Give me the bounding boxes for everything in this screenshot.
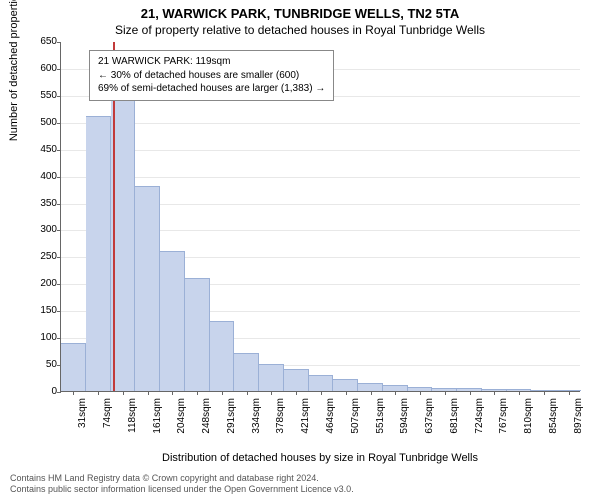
xtick-label: 161sqm	[152, 398, 163, 458]
xtick-label: 204sqm	[176, 398, 187, 458]
histogram-bar	[309, 375, 334, 391]
x-axis-label: Distribution of detached houses by size …	[60, 452, 580, 464]
ytick-mark	[57, 284, 61, 285]
histogram-bar	[234, 353, 259, 391]
xtick-label: 551sqm	[375, 398, 386, 458]
histogram-bar	[135, 186, 160, 391]
xtick-label: 248sqm	[201, 398, 212, 458]
footer-attribution: Contains HM Land Registry data © Crown c…	[10, 473, 354, 496]
gridline	[61, 177, 580, 178]
xtick-label: 118sqm	[127, 398, 138, 458]
xtick-label: 724sqm	[474, 398, 485, 458]
xtick-mark	[519, 391, 520, 395]
xtick-mark	[197, 391, 198, 395]
histogram-bar	[210, 321, 235, 391]
ytick-mark	[57, 69, 61, 70]
xtick-mark	[544, 391, 545, 395]
xtick-label: 74sqm	[102, 398, 113, 458]
plot-area: 0501001502002503003504004505005506006503…	[60, 42, 580, 392]
ytick-mark	[57, 123, 61, 124]
property-info-box: 21 WARWICK PARK: 119sqm← 30% of detached…	[89, 50, 334, 101]
ytick-label: 650	[19, 37, 57, 47]
xtick-label: 378sqm	[275, 398, 286, 458]
xtick-mark	[321, 391, 322, 395]
ytick-mark	[57, 338, 61, 339]
ytick-label: 200	[19, 279, 57, 289]
xtick-mark	[98, 391, 99, 395]
xtick-label: 421sqm	[300, 398, 311, 458]
ytick-mark	[57, 204, 61, 205]
xtick-label: 854sqm	[548, 398, 559, 458]
ytick-mark	[57, 177, 61, 178]
xtick-mark	[123, 391, 124, 395]
xtick-label: 897sqm	[573, 398, 584, 458]
ytick-label: 600	[19, 64, 57, 74]
xtick-label: 681sqm	[449, 398, 460, 458]
xtick-mark	[222, 391, 223, 395]
gridline	[61, 123, 580, 124]
xtick-label: 334sqm	[251, 398, 262, 458]
page-title: 21, WARWICK PARK, TUNBRIDGE WELLS, TN2 5…	[0, 0, 600, 21]
histogram-bar	[185, 278, 210, 391]
histogram-bar	[284, 369, 309, 391]
ytick-label: 550	[19, 91, 57, 101]
ytick-mark	[57, 392, 61, 393]
xtick-label: 810sqm	[523, 398, 534, 458]
ytick-mark	[57, 96, 61, 97]
xtick-mark	[296, 391, 297, 395]
ytick-label: 100	[19, 333, 57, 343]
xtick-mark	[271, 391, 272, 395]
ytick-mark	[57, 42, 61, 43]
page-subtitle: Size of property relative to detached ho…	[0, 21, 600, 37]
ytick-mark	[57, 230, 61, 231]
xtick-label: 637sqm	[424, 398, 435, 458]
xtick-label: 31sqm	[77, 398, 88, 458]
histogram-bar	[358, 383, 383, 391]
info-line: 69% of semi-detached houses are larger (…	[98, 82, 325, 96]
ytick-label: 450	[19, 145, 57, 155]
histogram-chart: Number of detached properties 0501001502…	[60, 42, 580, 392]
histogram-bar	[61, 343, 86, 391]
footer-line: Contains HM Land Registry data © Crown c…	[10, 473, 354, 485]
histogram-bar	[160, 251, 185, 391]
xtick-label: 464sqm	[325, 398, 336, 458]
ytick-label: 500	[19, 118, 57, 128]
xtick-label: 594sqm	[399, 398, 410, 458]
xtick-mark	[148, 391, 149, 395]
histogram-bar	[259, 364, 284, 391]
gridline	[61, 150, 580, 151]
xtick-mark	[569, 391, 570, 395]
ytick-label: 400	[19, 172, 57, 182]
xtick-mark	[420, 391, 421, 395]
histogram-bar	[333, 379, 358, 391]
ytick-label: 150	[19, 306, 57, 316]
xtick-mark	[73, 391, 74, 395]
xtick-mark	[172, 391, 173, 395]
xtick-mark	[395, 391, 396, 395]
xtick-label: 767sqm	[498, 398, 509, 458]
histogram-bar	[86, 116, 111, 391]
ytick-label: 300	[19, 225, 57, 235]
ytick-label: 250	[19, 252, 57, 262]
ytick-label: 350	[19, 199, 57, 209]
xtick-mark	[247, 391, 248, 395]
xtick-label: 507sqm	[350, 398, 361, 458]
xtick-mark	[445, 391, 446, 395]
info-line: ← 30% of detached houses are smaller (60…	[98, 69, 325, 83]
ytick-mark	[57, 150, 61, 151]
xtick-mark	[470, 391, 471, 395]
ytick-mark	[57, 311, 61, 312]
xtick-mark	[346, 391, 347, 395]
footer-line: Contains public sector information licen…	[10, 484, 354, 496]
xtick-mark	[371, 391, 372, 395]
ytick-mark	[57, 257, 61, 258]
ytick-label: 50	[19, 360, 57, 370]
ytick-label: 0	[19, 387, 57, 397]
xtick-mark	[494, 391, 495, 395]
info-line: 21 WARWICK PARK: 119sqm	[98, 55, 325, 69]
xtick-label: 291sqm	[226, 398, 237, 458]
